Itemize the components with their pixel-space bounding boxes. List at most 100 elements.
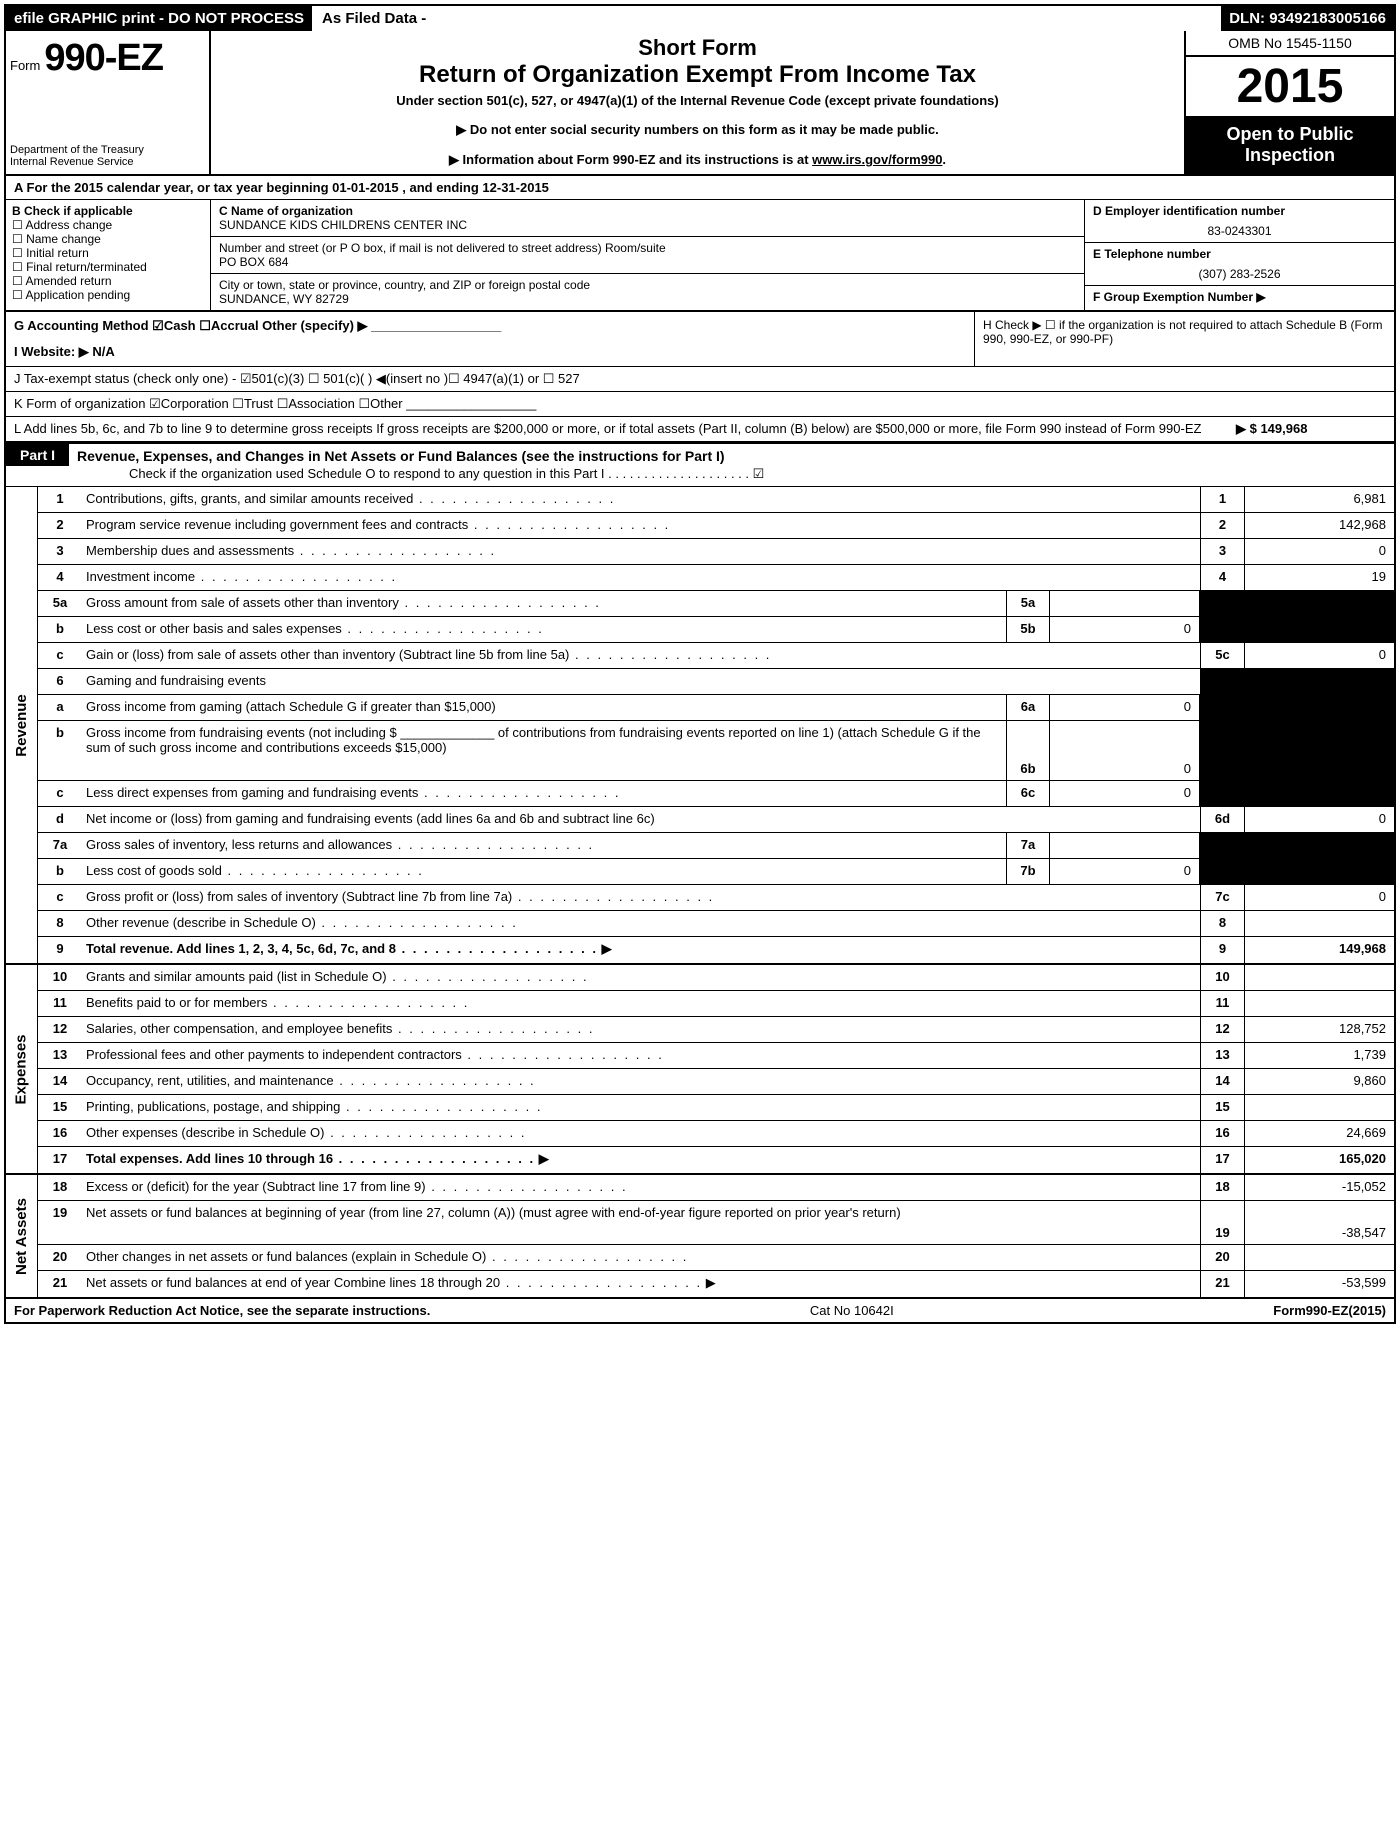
c-city: City or town, state or province, country… (211, 274, 1084, 310)
org-street: PO BOX 684 (219, 255, 1076, 269)
form-subtitle: Under section 501(c), 527, or 4947(a)(1)… (221, 93, 1174, 108)
part-i-sub: Check if the organization used Schedule … (69, 466, 1394, 486)
note-info: ▶ Information about Form 990-EZ and its … (221, 152, 1174, 168)
line-13: 13Professional fees and other payments t… (38, 1043, 1394, 1069)
form-digits: 990-EZ (44, 37, 163, 80)
irs-link[interactable]: www.irs.gov/form990 (812, 152, 942, 167)
chk-amended-return[interactable]: Amended return (12, 274, 204, 288)
footer-right: Form990-EZ(2015) (1273, 1303, 1386, 1318)
footer-cat: Cat No 10642I (430, 1303, 1273, 1318)
line-19: 19Net assets or fund balances at beginni… (38, 1201, 1394, 1245)
l-gross-receipts: L Add lines 5b, 6c, and 7b to line 9 to … (6, 417, 1394, 442)
f-group: F Group Exemption Number ▶ (1085, 286, 1394, 310)
line-4: 4Investment income419 (38, 565, 1394, 591)
chk-address-change[interactable]: Address change (12, 218, 204, 232)
line-16: 16Other expenses (describe in Schedule O… (38, 1121, 1394, 1147)
efile-label: efile GRAPHIC print - DO NOT PROCESS (6, 6, 314, 31)
note-ssn: ▶ Do not enter social security numbers o… (221, 122, 1174, 138)
org-name: SUNDANCE KIDS CHILDRENS CENTER INC (219, 218, 1076, 232)
part-i-header: Part I Revenue, Expenses, and Changes in… (6, 442, 1394, 487)
b-header: B Check if applicable (12, 204, 204, 218)
header-mid: Short Form Return of Organization Exempt… (211, 31, 1184, 174)
h-schedule-b: H Check ▶ ☐ if the organization is not r… (974, 312, 1394, 366)
line-2: 2Program service revenue including gover… (38, 513, 1394, 539)
line-18: 18Excess or (deficit) for the year (Subt… (38, 1175, 1394, 1201)
row-g-h: G Accounting Method ☑Cash ☐Accrual Other… (6, 312, 1394, 367)
line-6d: dNet income or (loss) from gaming and fu… (38, 807, 1394, 833)
line-7b: bLess cost of goods sold7b0 (38, 859, 1394, 885)
part-i-title: Revenue, Expenses, and Changes in Net As… (69, 444, 1394, 466)
expenses-side-label: Expenses (6, 965, 38, 1173)
form-990ez-page: efile GRAPHIC print - DO NOT PROCESS As … (4, 4, 1396, 1324)
header-left: Form 990-EZ Department of the Treasury I… (6, 31, 211, 174)
line-9: 9Total revenue. Add lines 1, 2, 3, 4, 5c… (38, 937, 1394, 963)
revenue-section: Revenue 1Contributions, gifts, grants, a… (6, 487, 1394, 965)
revenue-lines: 1Contributions, gifts, grants, and simil… (38, 487, 1394, 963)
dln-label: DLN: 93492183005166 (1221, 6, 1394, 31)
chk-name-change[interactable]: Name change (12, 232, 204, 246)
d-ein: D Employer identification number 83-0243… (1085, 200, 1394, 243)
line-11: 11Benefits paid to or for members11 (38, 991, 1394, 1017)
header: Form 990-EZ Department of the Treasury I… (6, 31, 1394, 176)
column-def: D Employer identification number 83-0243… (1084, 200, 1394, 310)
chk-application-pending[interactable]: Application pending (12, 288, 204, 302)
line-14: 14Occupancy, rent, utilities, and mainte… (38, 1069, 1394, 1095)
form-number: Form 990-EZ (10, 37, 205, 80)
dept-treasury: Department of the Treasury Internal Reve… (10, 144, 205, 168)
line-6c: cLess direct expenses from gaming and fu… (38, 781, 1394, 807)
expenses-lines: 10Grants and similar amounts paid (list … (38, 965, 1394, 1173)
line-a: A For the 2015 calendar year, or tax yea… (6, 176, 1394, 200)
org-city: SUNDANCE, WY 82729 (219, 292, 1076, 306)
expenses-section: Expenses 10Grants and similar amounts pa… (6, 965, 1394, 1175)
column-b: B Check if applicable Address change Nam… (6, 200, 211, 310)
l-value: ▶ $ 149,968 (1236, 421, 1386, 437)
j-tax-exempt: J Tax-exempt status (check only one) - ☑… (6, 367, 1394, 392)
line-7a: 7aGross sales of inventory, less returns… (38, 833, 1394, 859)
chk-final-return[interactable]: Final return/terminated (12, 260, 204, 274)
chk-initial-return[interactable]: Initial return (12, 246, 204, 260)
g-accounting: G Accounting Method ☑Cash ☐Accrual Other… (6, 312, 974, 366)
line-10: 10Grants and similar amounts paid (list … (38, 965, 1394, 991)
form-title: Return of Organization Exempt From Incom… (221, 61, 1174, 89)
block-b-through-f: B Check if applicable Address change Nam… (6, 200, 1394, 312)
line-12: 12Salaries, other compensation, and empl… (38, 1017, 1394, 1043)
phone-value: (307) 283-2526 (1093, 267, 1386, 281)
as-filed-label: As Filed Data - (314, 6, 436, 31)
line-21: 21Net assets or fund balances at end of … (38, 1271, 1394, 1297)
line-6a: aGross income from gaming (attach Schedu… (38, 695, 1394, 721)
line-20: 20Other changes in net assets or fund ba… (38, 1245, 1394, 1271)
i-website: I Website: ▶ N/A (14, 344, 966, 360)
line-6: 6Gaming and fundraising events (38, 669, 1394, 695)
k-form-org: K Form of organization ☑Corporation ☐Tru… (6, 392, 1394, 417)
header-right: OMB No 1545-1150 2015 Open to Public Ins… (1184, 31, 1394, 174)
net-assets-lines: 18Excess or (deficit) for the year (Subt… (38, 1175, 1394, 1297)
line-15: 15Printing, publications, postage, and s… (38, 1095, 1394, 1121)
line-5a: 5aGross amount from sale of assets other… (38, 591, 1394, 617)
column-c: C Name of organization SUNDANCE KIDS CHI… (211, 200, 1084, 310)
revenue-side-label: Revenue (6, 487, 38, 963)
line-5b: bLess cost or other basis and sales expe… (38, 617, 1394, 643)
omb-number: OMB No 1545-1150 (1186, 31, 1394, 57)
tax-year: 2015 (1186, 57, 1394, 116)
part-i-label: Part I (6, 444, 69, 466)
e-phone: E Telephone number (307) 283-2526 (1085, 243, 1394, 286)
footer-left: For Paperwork Reduction Act Notice, see … (14, 1303, 430, 1318)
line-1: 1Contributions, gifts, grants, and simil… (38, 487, 1394, 513)
line-17: 17Total expenses. Add lines 10 through 1… (38, 1147, 1394, 1173)
page-footer: For Paperwork Reduction Act Notice, see … (6, 1297, 1394, 1322)
form-word: Form (10, 58, 40, 73)
line-7c: cGross profit or (loss) from sales of in… (38, 885, 1394, 911)
line-3: 3Membership dues and assessments30 (38, 539, 1394, 565)
net-assets-section: Net Assets 18Excess or (deficit) for the… (6, 1175, 1394, 1297)
line-5c: cGain or (loss) from sale of assets othe… (38, 643, 1394, 669)
net-assets-side-label: Net Assets (6, 1175, 38, 1297)
ein-value: 83-0243301 (1093, 224, 1386, 238)
top-bar: efile GRAPHIC print - DO NOT PROCESS As … (6, 6, 1394, 31)
short-form: Short Form (221, 35, 1174, 61)
c-street: Number and street (or P O box, if mail i… (211, 237, 1084, 274)
line-6b: bGross income from fundraising events (n… (38, 721, 1394, 781)
spacer (436, 6, 1221, 31)
line-8: 8Other revenue (describe in Schedule O)8 (38, 911, 1394, 937)
c-name: C Name of organization SUNDANCE KIDS CHI… (211, 200, 1084, 237)
open-to-public: Open to Public Inspection (1186, 116, 1394, 174)
